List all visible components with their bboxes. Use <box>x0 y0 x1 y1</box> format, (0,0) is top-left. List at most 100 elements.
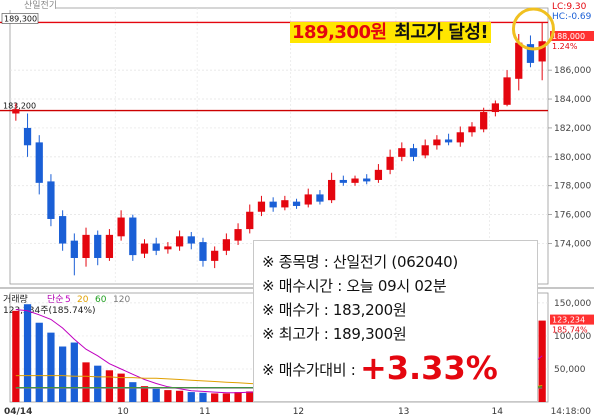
candle[interactable] <box>409 143 418 162</box>
volume-bar[interactable] <box>12 310 20 402</box>
candle[interactable] <box>246 204 254 234</box>
volume-bar[interactable] <box>129 382 137 402</box>
volume-bar[interactable] <box>246 391 254 402</box>
candle[interactable] <box>199 237 207 267</box>
volume-bar[interactable] <box>199 392 207 402</box>
candle[interactable] <box>386 149 394 175</box>
candle[interactable] <box>164 242 172 254</box>
candle[interactable] <box>140 239 149 258</box>
volume-bar[interactable] <box>234 392 242 402</box>
price-tick-label-1: 184,000 <box>554 95 591 105</box>
candle[interactable] <box>374 164 383 183</box>
candle[interactable] <box>480 107 488 133</box>
candle-body <box>82 234 90 258</box>
x-tick-label-0: 04/14 <box>4 407 32 417</box>
candle[interactable] <box>421 139 429 159</box>
volume-bar[interactable] <box>94 365 102 402</box>
candle[interactable] <box>351 175 359 186</box>
candle[interactable] <box>304 188 312 208</box>
candle-body <box>292 201 301 206</box>
volume-title: 거래량 <box>3 293 28 305</box>
candle[interactable] <box>292 198 301 209</box>
info-gain: ※ 매수가대비 : +3.33% <box>262 352 537 384</box>
candle[interactable] <box>187 231 195 250</box>
volume-bar[interactable] <box>211 393 219 402</box>
high-price-tag <box>1 13 39 24</box>
volume-bar[interactable] <box>164 390 172 402</box>
volume-bar[interactable] <box>538 320 546 402</box>
candle[interactable] <box>117 210 125 241</box>
annotation-text: 최고가 달성! <box>388 22 492 43</box>
candle[interactable] <box>257 195 266 217</box>
info-high-price: ※ 최고가 : 189,300원 <box>262 325 407 343</box>
candle[interactable] <box>234 223 242 245</box>
x-tick-label-4: 13 <box>398 407 409 417</box>
candle[interactable] <box>70 233 78 276</box>
candle[interactable] <box>47 174 55 227</box>
candle[interactable] <box>316 190 324 205</box>
candle[interactable] <box>175 230 184 251</box>
candle[interactable] <box>12 103 20 121</box>
x-tick-label-2: 11 <box>199 407 210 417</box>
candle[interactable] <box>35 135 43 195</box>
candle[interactable] <box>129 214 137 261</box>
volume-bar[interactable] <box>140 386 149 402</box>
candle[interactable] <box>398 142 406 162</box>
candle[interactable] <box>339 175 347 186</box>
candle-body <box>175 236 184 247</box>
candle[interactable] <box>491 100 499 117</box>
candle-body <box>374 169 383 180</box>
candle[interactable] <box>503 70 511 107</box>
volume-bar[interactable] <box>23 304 32 402</box>
candle[interactable] <box>363 174 371 185</box>
info-gain-label: ※ 매수가대비 : <box>262 361 360 379</box>
volume-tick-label-2: 50,000 <box>554 365 586 375</box>
candle-body <box>538 41 546 62</box>
candle-body <box>316 194 324 202</box>
time-label: 14:18:00 <box>551 407 592 417</box>
volume-bar[interactable] <box>35 322 43 402</box>
candle[interactable] <box>82 227 90 267</box>
volume-bar[interactable] <box>175 390 184 402</box>
volume-bar[interactable] <box>222 393 230 402</box>
candle[interactable] <box>456 126 464 147</box>
candle-body <box>140 243 149 254</box>
candle[interactable] <box>526 35 535 68</box>
candle[interactable] <box>152 237 160 256</box>
candle[interactable] <box>23 113 32 157</box>
volume-bar[interactable] <box>82 362 90 402</box>
candle-body <box>222 239 230 251</box>
candle[interactable] <box>444 133 453 146</box>
volume-current-tag <box>550 314 594 325</box>
volume-bar[interactable] <box>70 342 78 402</box>
x-tick-label-5: 14 <box>492 407 504 417</box>
candle[interactable] <box>468 122 476 137</box>
volume-legend-4: 120 <box>113 295 130 305</box>
volume-bar[interactable] <box>105 370 114 402</box>
candle-body <box>515 42 523 79</box>
candle[interactable] <box>269 197 277 212</box>
candle[interactable] <box>211 246 219 269</box>
volume-bar[interactable] <box>59 346 67 402</box>
candle[interactable] <box>105 229 114 261</box>
candle[interactable] <box>222 233 230 256</box>
candle[interactable] <box>433 135 441 150</box>
candle-body <box>257 201 266 212</box>
candle-body <box>35 142 43 183</box>
high-price-tag-text: 189,300 <box>4 14 37 23</box>
info-buy-price: ※ 매수가 : 183,200원 <box>262 301 407 319</box>
candle[interactable] <box>328 172 336 204</box>
candle-body <box>526 44 535 63</box>
candle[interactable] <box>94 230 102 266</box>
volume-bar[interactable] <box>187 392 195 402</box>
candle-body <box>246 211 254 230</box>
candle-body <box>456 132 464 143</box>
candle-body <box>351 178 359 183</box>
candle[interactable] <box>538 22 546 81</box>
candle-body <box>117 217 125 237</box>
candle[interactable] <box>59 210 67 251</box>
volume-bar[interactable] <box>152 388 160 402</box>
candle[interactable] <box>281 195 289 211</box>
volume-bar[interactable] <box>47 332 55 402</box>
candle-body <box>503 77 511 105</box>
